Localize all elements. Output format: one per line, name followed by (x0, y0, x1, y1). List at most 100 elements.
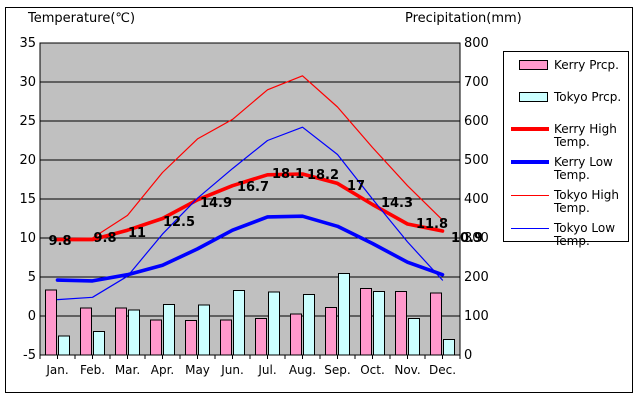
month-tick-label: Mar. (115, 363, 140, 377)
outer-frame (5, 7, 633, 393)
temp-tick-label: -5 (23, 348, 36, 363)
chart-legend: Kerry Prcp. Tokyo Prcp. Kerry High Temp. Ker… (503, 51, 629, 248)
precipitation-axis-labels: 800 700 600 500 400 300 200 100 0 (464, 36, 489, 363)
month-tick-label: Dec. (429, 363, 456, 377)
temp-tick-label: 30 (19, 75, 36, 90)
kerry-prcp-bars (45, 287, 442, 356)
legend-item-label: Tokyo Low Temp. (554, 222, 615, 248)
precip-tick-label: 0 (464, 348, 472, 363)
tokyo-prcp-bar (198, 304, 210, 356)
tokyo-prcp-bar (128, 309, 140, 356)
data-point-label: 9.8 (93, 231, 116, 246)
month-tick-label: Jul. (257, 363, 276, 377)
tokyo-prcp-bar (268, 291, 280, 356)
kerry-prcp-bar (325, 306, 337, 356)
tokyo-prcp-bar (338, 272, 350, 356)
kerry-prcp-bar (290, 313, 302, 356)
legend-label-line2: Temp. (554, 201, 590, 215)
kerry-prcp-bar (80, 307, 92, 356)
precip-tick-label: 400 (464, 192, 489, 207)
legend-item-label: Tokyo Prcp. (554, 91, 621, 104)
precip-tick-label: 500 (464, 153, 489, 168)
month-tick-label: Apr. (151, 363, 174, 377)
month-tick-label: Feb. (80, 363, 105, 377)
tokyo-prcp-bar (93, 331, 105, 356)
kerry-prcp-bar (220, 319, 232, 356)
bottom-axis-ticks (39, 355, 461, 359)
data-point-label: 14.9 (200, 196, 232, 211)
temp-tick-label: 5 (28, 270, 36, 285)
data-point-label: 9.8 (48, 234, 71, 249)
tokyo-high-temp-line (56, 75, 444, 240)
swatch-color (519, 92, 548, 102)
legend-line-swatch (511, 156, 551, 168)
legend-item-kerry-low-temp: Kerry Low Temp. (504, 156, 628, 182)
temp-tick-label: 20 (19, 153, 36, 168)
data-point-label: 18.2 (307, 168, 339, 183)
data-point-label: 11.8 (416, 217, 448, 232)
precip-tick-label: 600 (464, 114, 489, 129)
legend-label-line2: Temp. (554, 168, 590, 182)
kerry-high-temp-point-labels: 9.8 9.8 11 12.5 14.9 16.718.1 18.2 17 14.311.810… (48, 167, 483, 249)
data-point-label: 17 (347, 179, 365, 194)
swatch-color (519, 60, 548, 70)
kerry-prcp-bar (395, 290, 407, 356)
temp-tick-label: 35 (19, 36, 36, 51)
month-tick-label: May (185, 363, 210, 377)
legend-line-swatch (511, 189, 551, 201)
month-tick-label: Aug. (289, 363, 316, 377)
gridlines (40, 81, 460, 317)
month-tick-label: Nov. (394, 363, 420, 377)
precipitation-axis-title: Precipitation(mm) (405, 11, 522, 26)
month-axis-labels: Jan. Feb. Mar. Apr. May Jun. Jul. Aug. Sep. Oct. N… (45, 363, 456, 377)
legend-item-label: Tokyo High Temp. (554, 189, 619, 215)
kerry-prcp-bar (45, 289, 57, 356)
legend-item-tokyo-high-temp: Tokyo High Temp. (504, 189, 628, 215)
tokyo-prcp-bar (373, 290, 385, 356)
precip-tick-label: 200 (464, 270, 489, 285)
kerry-prcp-bar (150, 319, 162, 356)
precip-tick-label: 300 (464, 231, 489, 246)
temp-tick-label: 0 (28, 309, 36, 324)
legend-bar-swatch (511, 91, 551, 103)
data-point-label: 10.9 (451, 231, 483, 246)
tokyo-prcp-bar (408, 318, 420, 356)
kerry-prcp-bar (360, 287, 372, 356)
legend-item-label: Kerry Low Temp. (554, 156, 613, 182)
legend-line-swatch (511, 123, 551, 135)
legend-label-line1: Kerry Prcp. (554, 58, 619, 72)
data-point-label: 11 (128, 226, 146, 241)
data-point-label: 12.5 (163, 215, 195, 230)
legend-item-label: Kerry Prcp. (554, 59, 619, 72)
swatch-color (511, 194, 549, 196)
legend-label-line2: Temp. (554, 234, 590, 248)
month-tick-label: Sep. (324, 363, 350, 377)
legend-label-line1: Tokyo Low (554, 221, 616, 235)
tokyo-prcp-bar (233, 290, 245, 356)
legend-item-kerry-high-temp: Kerry High Temp. (504, 123, 628, 149)
legend-item-kerry-prcp: Kerry Prcp. (504, 59, 628, 72)
temp-tick-label: 10 (19, 231, 36, 246)
legend-label-line1: Kerry High (554, 122, 617, 136)
tokyo-low-temp-line (56, 126, 444, 301)
legend-line-swatch (511, 222, 551, 234)
precip-tick-label: 100 (464, 309, 489, 324)
swatch-color (511, 227, 549, 229)
kerry-prcp-bar (255, 317, 267, 356)
precip-tick-label: 800 (464, 36, 489, 51)
month-tick-label: Jun. (220, 363, 244, 377)
temp-tick-label: 25 (19, 114, 36, 129)
tokyo-prcp-bar (303, 294, 315, 356)
legend-item-label: Kerry High Temp. (554, 123, 617, 149)
temperature-axis-labels: 35 30 25 20 15 10 5 0 -5 (19, 36, 36, 363)
precip-tick-label: 700 (464, 75, 489, 90)
legend-label-line1: Tokyo High (554, 188, 619, 202)
kerry-low-temp-line (55, 214, 445, 283)
swatch-color (511, 160, 549, 164)
legend-label-line1: Kerry Low (554, 155, 613, 169)
tokyo-prcp-bars (58, 272, 455, 356)
data-point-label: 18.1 (272, 167, 304, 182)
month-tick-label: Oct. (360, 363, 385, 377)
month-tick-label: Jan. (45, 363, 68, 377)
